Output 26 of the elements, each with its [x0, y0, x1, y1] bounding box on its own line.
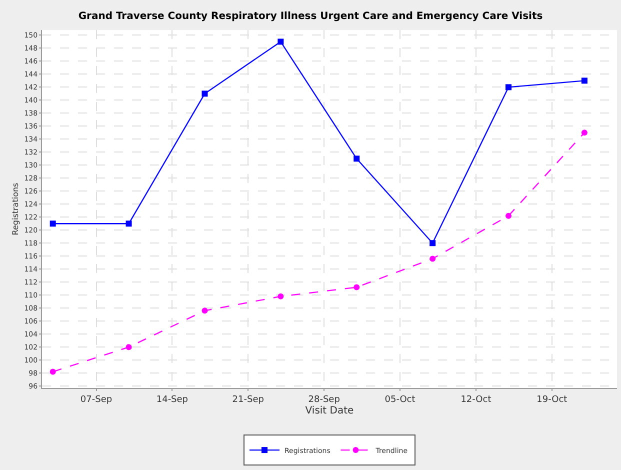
point — [581, 130, 588, 136]
point — [278, 38, 284, 45]
y-axis-title: Registrations — [10, 182, 20, 236]
point — [278, 293, 284, 300]
chart-title: Grand Traverse County Respiratory Illness Urgent Care and Emergency Care Visits — [78, 10, 543, 22]
x-axis-title: Visit Date — [305, 405, 354, 416]
point — [581, 78, 588, 84]
point — [430, 256, 436, 262]
point — [126, 220, 132, 227]
x-tick-label: 12-Oct — [460, 394, 492, 405]
point — [202, 308, 208, 314]
x-tick-label: 05-Oct — [384, 394, 416, 405]
point — [430, 240, 436, 246]
point — [506, 212, 512, 219]
x-tick-label: 14-Sep — [156, 394, 188, 405]
x-tick-label: 07-Sep — [80, 394, 112, 405]
point — [506, 84, 512, 90]
point — [354, 284, 360, 290]
point — [202, 90, 208, 97]
x-tick-label: 21-Sep — [232, 394, 264, 405]
point — [50, 368, 56, 375]
point — [50, 220, 56, 227]
x-tick-label: 19-Oct — [536, 394, 568, 405]
x-tick-label: 28-Sep — [308, 394, 340, 405]
point — [354, 156, 360, 162]
point — [126, 344, 132, 350]
